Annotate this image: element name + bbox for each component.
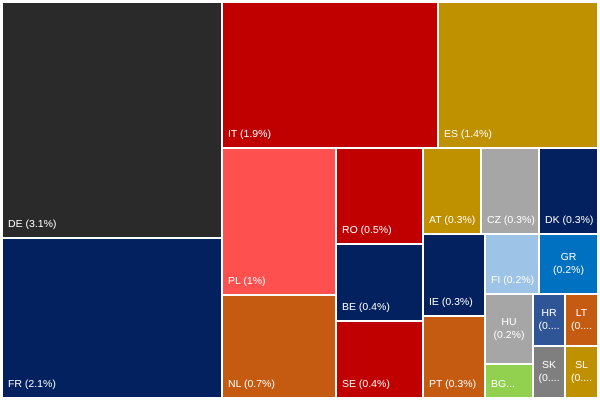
treemap-label-at: AT (0.3%) (429, 214, 476, 226)
treemap-tile-pt: PT (0.3%) (424, 317, 484, 397)
treemap-tile-hr: HR (0.... (534, 295, 564, 345)
treemap-tile-gr: GR (0.2%) (540, 235, 597, 293)
treemap-label-hr: HR (0.... (534, 307, 564, 333)
treemap-label-dk: DK (0.3%) (545, 214, 594, 226)
treemap-tile-bg: BG... (486, 365, 532, 397)
treemap-label-lt: LT (0.... (566, 307, 597, 333)
treemap-tile-it: IT (1.9%) (223, 3, 437, 147)
treemap-label-line: SL (575, 359, 588, 371)
treemap-label-de: DE (3.1%) (8, 218, 57, 230)
treemap-label-line: (0.... (538, 320, 560, 332)
treemap-tile-de: DE (3.1%) (3, 3, 221, 237)
treemap-label-line: HR (541, 307, 557, 319)
treemap-tile-lt: LT (0.... (566, 295, 597, 345)
treemap-label-sl: SL (0.... (566, 359, 597, 385)
treemap-tile-at: AT (0.3%) (424, 149, 480, 233)
treemap-tile-hu: HU (0.2%) (486, 295, 532, 363)
treemap-label-es: ES (1.4%) (444, 128, 492, 140)
treemap-tile-se: SE (0.4%) (337, 322, 422, 397)
treemap-label-line: GR (560, 251, 577, 263)
treemap-label-sk: SK (0.... (534, 359, 564, 385)
treemap-label-line: (0.... (570, 372, 592, 384)
treemap-label-line: LT (575, 307, 588, 319)
treemap-tile-ie: IE (0.3%) (424, 235, 484, 315)
treemap-tile-ro: RO (0.5%) (337, 149, 422, 243)
treemap-label-line: SK (541, 359, 556, 371)
treemap-tile-fr: FR (2.1%) (3, 239, 221, 397)
treemap-label-fr: FR (2.1%) (8, 378, 56, 390)
treemap-tile-fi: FI (0.2%) (486, 235, 538, 293)
treemap-label-ro: RO (0.5%) (342, 224, 392, 236)
treemap-label-pt: PT (0.3%) (429, 378, 477, 390)
treemap-tile-pl: PL (1%) (223, 149, 335, 294)
treemap-label-line: (0.2%) (553, 264, 584, 276)
treemap-label-pl: PL (1%) (228, 275, 266, 287)
treemap-label-it: IT (1.9%) (228, 128, 271, 140)
treemap-label-ie: IE (0.3%) (429, 296, 473, 308)
treemap-label-cz: CZ (0.3%) (487, 214, 535, 226)
treemap-label-line: (0.... (538, 372, 560, 384)
treemap-label-fi: FI (0.2%) (491, 274, 535, 286)
treemap-label-be: BE (0.4%) (342, 301, 390, 313)
treemap-tile-dk: DK (0.3%) (540, 149, 597, 233)
treemap-tile-sl: SL (0.... (566, 347, 597, 397)
treemap-label-hu: HU (0.2%) (486, 316, 532, 342)
treemap-tile-nl: NL (0.7%) (223, 296, 335, 397)
treemap-tile-cz: CZ (0.3%) (482, 149, 538, 233)
treemap-label-se: SE (0.4%) (342, 378, 390, 390)
treemap-tile-es: ES (1.4%) (439, 3, 597, 147)
treemap-label-line: (0.... (570, 320, 592, 332)
treemap-label-bg: BG... (491, 378, 515, 390)
treemap-tile-sk: SK (0.... (534, 347, 564, 397)
treemap-label-line: (0.2%) (493, 329, 525, 341)
treemap-label-line: HU (501, 316, 517, 328)
treemap-tile-be: BE (0.4%) (337, 245, 422, 320)
treemap-label-gr: GR (0.2%) (540, 251, 597, 277)
treemap-label-nl: NL (0.7%) (228, 378, 275, 390)
